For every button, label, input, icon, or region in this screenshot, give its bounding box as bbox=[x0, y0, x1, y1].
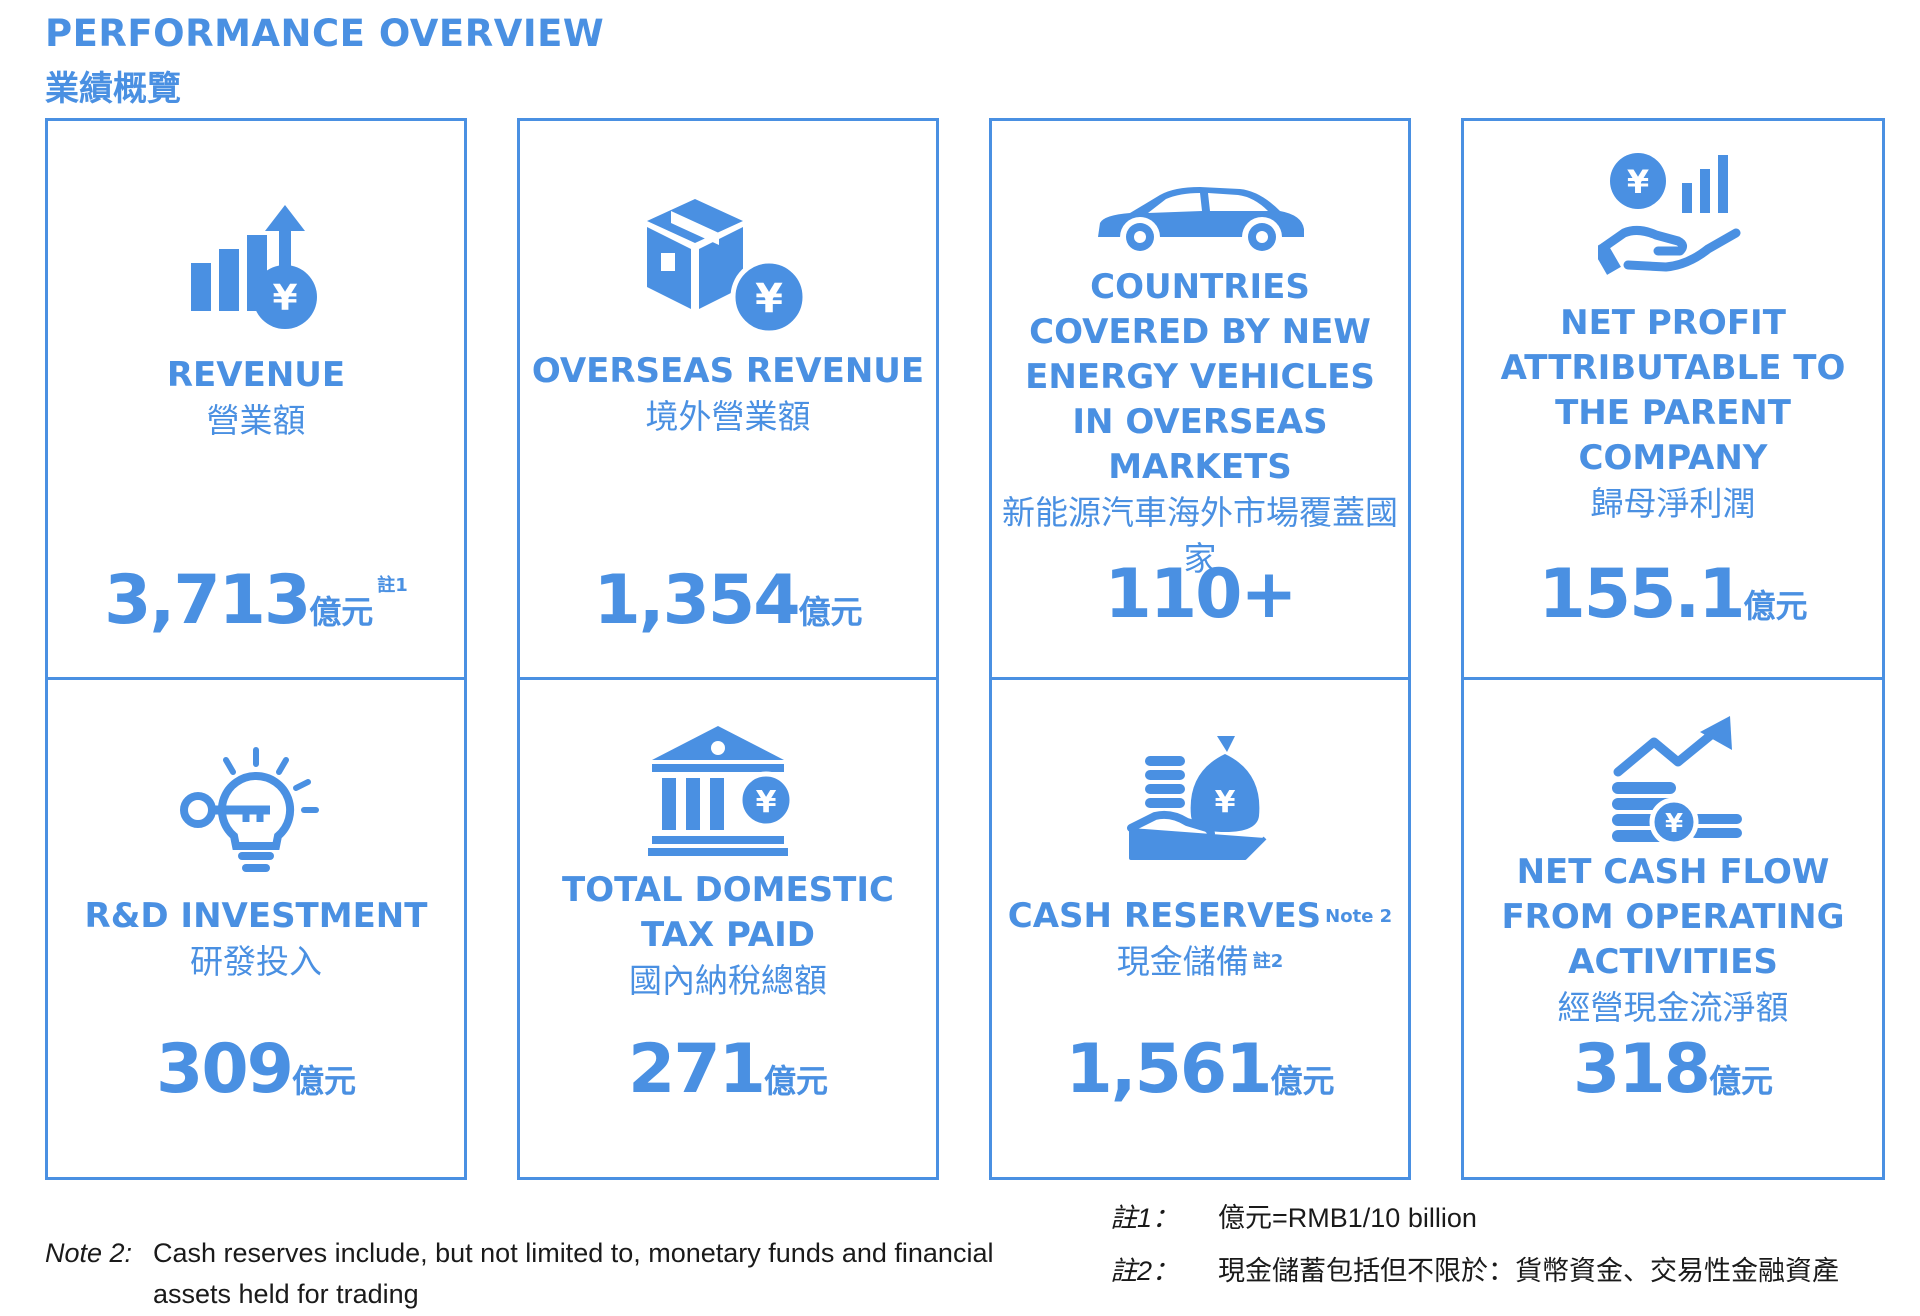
card-net-cash-flow: ¥ NET CASH FLOW FROM OPERATING ACTIVITIE… bbox=[1461, 677, 1885, 1180]
card-unit: 億元 bbox=[291, 1062, 356, 1100]
card-title-zh: 新能源汽車海外市場覆蓋國家 bbox=[1002, 493, 1398, 578]
car-icon bbox=[992, 179, 1408, 259]
card-value-row: 1,561億元 bbox=[992, 1030, 1408, 1109]
card-title-zh: 國內納稅總額 bbox=[629, 961, 827, 1000]
card-title: TOTAL DOMESTIC TAX PAID bbox=[562, 870, 894, 955]
footnote-zh: 註1： 億元=RMB1/10 billion 註2： 現金儲蓄包括但不限於：貨幣… bbox=[1110, 1196, 1900, 1288]
card-value-row: 271億元 bbox=[520, 1030, 936, 1109]
svg-text:¥: ¥ bbox=[755, 276, 783, 322]
card-title: NET PROFIT ATTRIBUTABLE TO THE PARENT CO… bbox=[1500, 303, 1846, 478]
footnote-label: 註1： bbox=[1110, 1203, 1180, 1233]
card-value: 1,561 bbox=[1065, 1030, 1272, 1109]
bank-yuan-icon: ¥ bbox=[520, 720, 936, 860]
footnote-en: Note 2: Cash reserves include, but not l… bbox=[45, 1238, 1085, 1310]
card-title-zh: 研發投入 bbox=[190, 942, 322, 981]
card-title-zh-text: 現金儲備 bbox=[1116, 942, 1249, 981]
card-title-zh: 營業額 bbox=[206, 401, 306, 440]
card-unit: 億元 bbox=[1270, 1062, 1335, 1100]
card-unit: 億元 bbox=[1743, 587, 1808, 625]
card-unit: 億元 bbox=[798, 593, 863, 631]
card-rd-investment: R&D INVESTMENT 研發投入 309億元 bbox=[45, 677, 467, 1180]
footnote-text: 億元=RMB1/10 billion bbox=[1218, 1203, 1477, 1233]
card-title: CASH RESERVES Note 2 bbox=[1002, 894, 1398, 939]
card-value-row: 1,354億元 bbox=[520, 561, 936, 640]
card-net-profit: ¥ NET PROFIT ATTRIBUTABLE TO THE PARENT … bbox=[1461, 118, 1885, 680]
svg-text:¥: ¥ bbox=[1627, 163, 1649, 201]
card-value-row: 110+ bbox=[992, 555, 1408, 634]
card-title-note: Note 2 bbox=[1325, 906, 1393, 927]
card-revenue: ¥ REVENUE 營業額 3,713億元註1 bbox=[45, 118, 467, 680]
card-value-row: 3,713億元註1 bbox=[48, 561, 464, 640]
card-value: 318 bbox=[1573, 1030, 1711, 1109]
card-unit: 億元 bbox=[1708, 1062, 1773, 1100]
card-value: 309 bbox=[156, 1030, 294, 1109]
footnote-text: Cash reserves include, but not limited t… bbox=[153, 1238, 994, 1268]
card-value: 1,354 bbox=[593, 561, 800, 640]
card-title-zh: 境外營業額 bbox=[645, 397, 811, 436]
footnote-text: assets held for trading bbox=[153, 1279, 419, 1309]
box-yuan-icon: ¥ bbox=[520, 191, 936, 341]
performance-grid: ¥ REVENUE 營業額 3,713億元註1 ¥ OVERSEAS REVEN… bbox=[45, 118, 1885, 1180]
page-header: PERFORMANCE OVERVIEW 業績概覽 bbox=[45, 12, 604, 110]
card-cash-reserves: ¥ CASH RESERVES Note 2 現金儲備 註2 1,561億元 bbox=[989, 677, 1411, 1180]
revenue-chart-yuan-icon: ¥ bbox=[48, 201, 464, 331]
card-countries-covered: COUNTRIES COVERED BY NEW ENERGY VEHICLES… bbox=[989, 118, 1411, 680]
card-value: 155.1 bbox=[1538, 555, 1745, 634]
card-title: COUNTRIES COVERED BY NEW ENERGY VEHICLES… bbox=[1025, 267, 1375, 487]
card-overseas-revenue: ¥ OVERSEAS REVENUE 境外營業額 1,354億元 bbox=[517, 118, 939, 680]
card-value: 271 bbox=[628, 1030, 766, 1109]
lightbulb-key-icon bbox=[48, 746, 464, 876]
card-value-row: 155.1億元 bbox=[1464, 555, 1882, 634]
card-title-text: CASH RESERVES bbox=[1007, 896, 1322, 936]
footnote-label: 註2： bbox=[1110, 1256, 1180, 1286]
card-value: 3,713 bbox=[104, 561, 311, 640]
svg-text:¥: ¥ bbox=[1665, 809, 1683, 839]
page-title-zh: 業績概覽 bbox=[45, 69, 181, 109]
card-title: NET CASH FLOW FROM OPERATING ACTIVITIES bbox=[1501, 852, 1845, 982]
card-title-zh: 歸母淨利潤 bbox=[1590, 484, 1756, 523]
card-title: REVENUE bbox=[166, 355, 346, 395]
svg-text:¥: ¥ bbox=[756, 785, 777, 820]
card-value: 110+ bbox=[1104, 555, 1298, 634]
hand-yuan-chart-icon: ¥ bbox=[1464, 147, 1882, 287]
footnote-label: Note 2: bbox=[45, 1238, 133, 1268]
svg-text:¥: ¥ bbox=[1215, 785, 1236, 820]
page-title: PERFORMANCE OVERVIEW bbox=[45, 12, 605, 55]
card-unit: 億元 bbox=[763, 1062, 828, 1100]
money-bag-hand-icon: ¥ bbox=[992, 732, 1408, 862]
footnote-text: 現金儲蓄包括但不限於：貨幣資金、交易性金融資產 bbox=[1218, 1256, 1839, 1286]
card-title-zh-note: 註2 bbox=[1252, 951, 1284, 972]
card-title-zh: 現金儲備 註2 bbox=[1002, 939, 1398, 985]
svg-text:¥: ¥ bbox=[272, 278, 297, 319]
card-title: R&D INVESTMENT bbox=[84, 896, 428, 936]
card-title-zh: 經營現金流淨額 bbox=[1557, 988, 1789, 1027]
card-title: OVERSEAS REVENUE bbox=[531, 351, 925, 391]
card-value-row: 309億元 bbox=[48, 1030, 464, 1109]
card-note-mark: 註1 bbox=[377, 575, 408, 596]
card-value-row: 318億元 bbox=[1464, 1030, 1882, 1109]
card-unit: 億元 bbox=[309, 593, 374, 631]
card-domestic-tax: ¥ TOTAL DOMESTIC TAX PAID 國內納稅總額 271億元 bbox=[517, 677, 939, 1180]
coins-arrow-up-icon: ¥ bbox=[1464, 712, 1882, 852]
